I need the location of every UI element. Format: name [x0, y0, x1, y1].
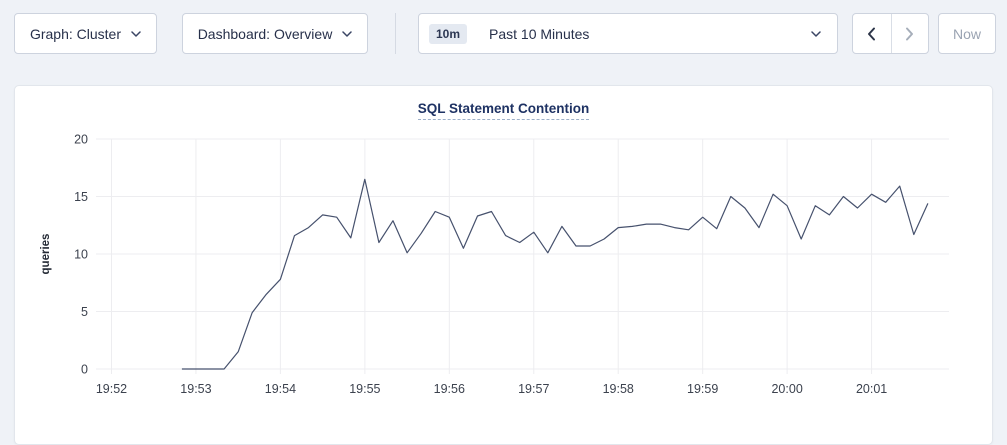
chevron-down-icon — [131, 30, 141, 37]
now-button-label: Now — [952, 25, 981, 42]
series-line-queries — [181, 178, 929, 370]
x-tick-label: 19:52 — [96, 382, 127, 396]
chevron-down-icon — [811, 30, 821, 37]
next-time-button[interactable] — [890, 14, 929, 53]
chart-title-row: SQL Statement Contention — [15, 86, 992, 126]
time-range-label: Past 10 Minutes — [489, 25, 590, 42]
x-tick-label: 19:55 — [349, 382, 380, 396]
dashboard-dropdown-label: Dashboard: Overview — [197, 25, 333, 42]
y-axis-label: queries — [40, 234, 52, 275]
time-range-badge: 10m — [429, 23, 468, 44]
graph-dropdown[interactable]: Graph: Cluster — [14, 13, 157, 54]
x-tick-label: 20:01 — [856, 382, 887, 396]
x-tick-label: 19:56 — [434, 382, 465, 396]
graph-dropdown-label: Graph: Cluster — [29, 25, 122, 42]
dashboard-dropdown[interactable]: Dashboard: Overview — [182, 13, 368, 54]
y-tick-label: 15 — [74, 190, 88, 204]
chevron-left-icon — [868, 27, 876, 40]
chart-title[interactable]: SQL Statement Contention — [417, 101, 590, 120]
x-tick-label: 20:00 — [771, 382, 802, 396]
toolbar: Graph: Cluster Dashboard: Overview 10m P… — [0, 0, 1007, 72]
y-tick-label: 20 — [74, 133, 88, 147]
prev-time-button[interactable] — [853, 14, 891, 53]
chevron-down-icon — [342, 30, 353, 37]
y-tick-label: 5 — [81, 305, 88, 319]
sql-contention-chart[interactable]: 0 5 10 15 20 19:52 19:53 19:54 19:55 19:56 19:57 19… — [15, 126, 992, 426]
x-tick-label: 19:53 — [180, 382, 211, 396]
toolbar-divider — [395, 13, 396, 54]
y-tick-label: 10 — [74, 248, 88, 262]
now-button[interactable]: Now — [938, 13, 996, 54]
time-range-picker[interactable]: 10m Past 10 Minutes — [418, 13, 838, 54]
x-tick-label: 19:54 — [265, 382, 296, 396]
x-tick-label: 19:57 — [518, 382, 549, 396]
chart-panel: SQL Statement Contention 0 5 10 15 20 19:52 19… — [14, 85, 993, 445]
x-tick-label: 19:59 — [687, 382, 718, 396]
y-tick-label: 0 — [81, 363, 88, 377]
time-step-buttons — [852, 13, 929, 54]
chevron-right-icon — [906, 27, 914, 40]
x-tick-label: 19:58 — [603, 382, 634, 396]
